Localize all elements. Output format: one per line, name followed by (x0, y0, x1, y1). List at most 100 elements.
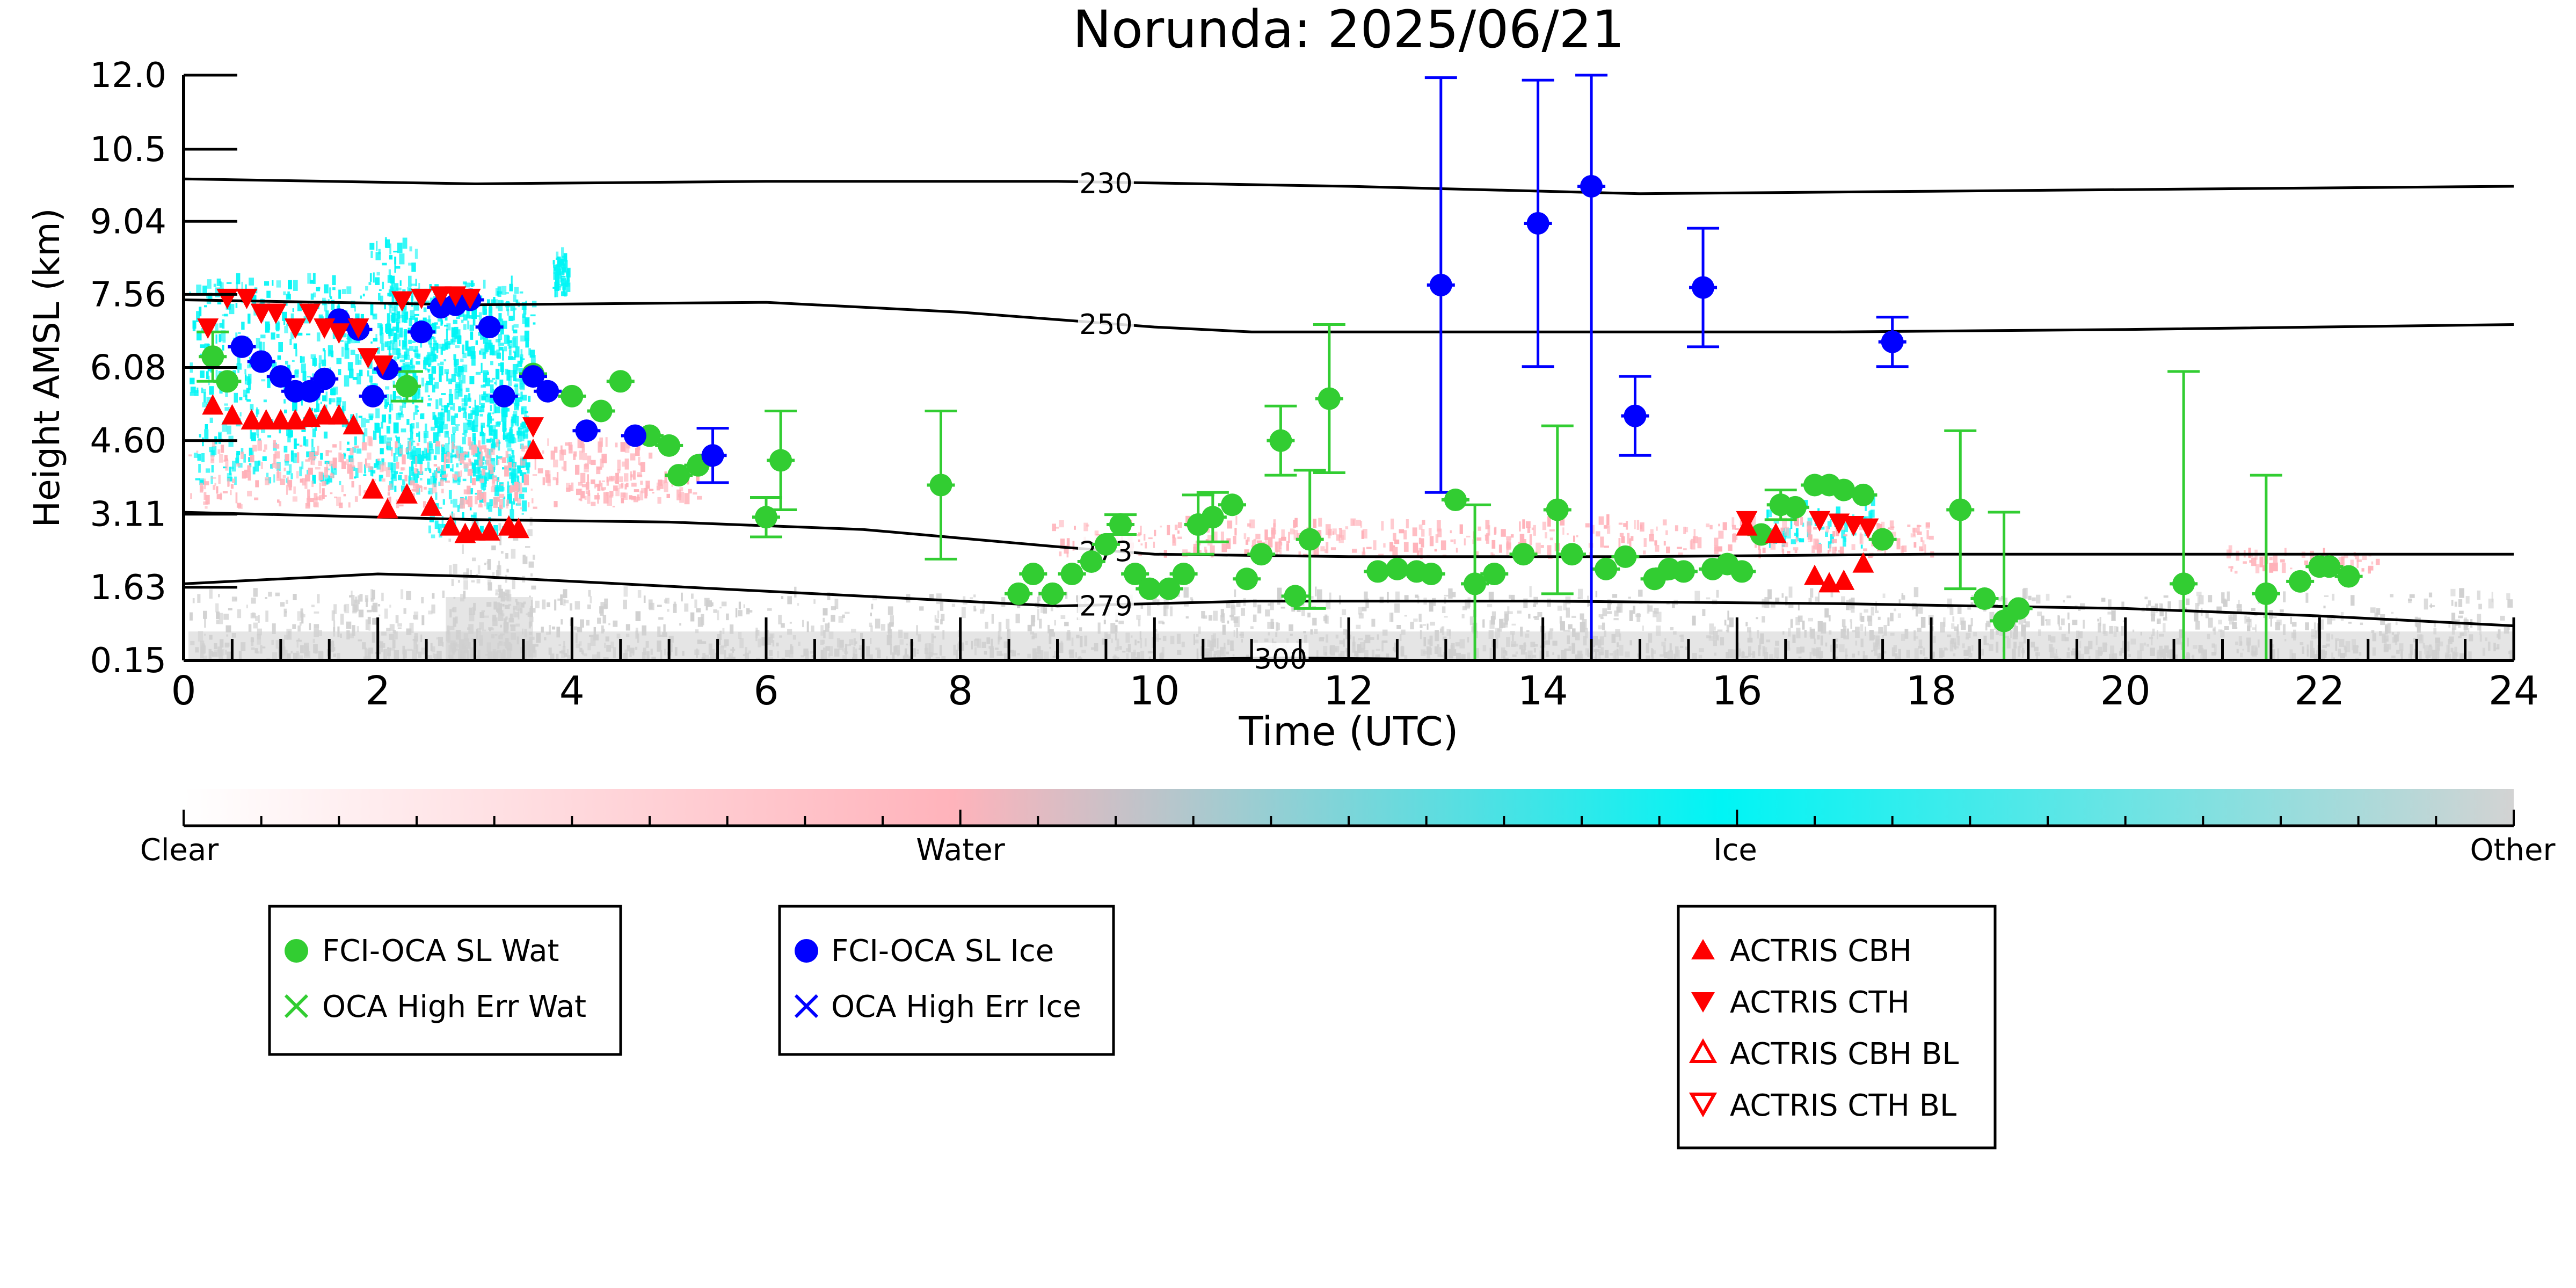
bg-speck (476, 579, 481, 584)
bg-speck (533, 555, 535, 560)
bg-speck (309, 301, 312, 306)
bg-speck (324, 350, 326, 360)
bg-speck (320, 402, 322, 404)
bg-speck (464, 430, 467, 437)
bg-speck (417, 442, 420, 446)
bg-speck (446, 329, 448, 340)
bg-speck (203, 501, 209, 505)
bg-speck (2458, 615, 2463, 618)
bg-speck (389, 624, 395, 631)
bg-speck (2304, 561, 2308, 565)
bg-speck (552, 477, 557, 481)
bg-speck (436, 343, 439, 353)
bg-speck (210, 477, 216, 479)
bg-speck (417, 410, 419, 412)
bg-speck (617, 469, 621, 474)
bg-speck (331, 610, 335, 621)
bg-speck (531, 585, 536, 590)
bg-speck (1690, 540, 1693, 549)
bg-speck (1421, 538, 1424, 548)
bg-speck (437, 363, 440, 366)
bg-speck (586, 620, 590, 626)
bg-speck (341, 461, 346, 469)
bg-speck (518, 436, 520, 439)
bg-speck (519, 291, 523, 294)
bg-speck (1795, 536, 1798, 543)
bg-speck (1235, 515, 1238, 525)
bg-speck (481, 482, 486, 490)
bg-speck (521, 421, 525, 427)
bg-speck (2259, 556, 2263, 567)
bg-speck (618, 484, 623, 489)
bg-speck (313, 292, 316, 297)
bg-speck (1838, 550, 1842, 552)
bg-speck (336, 497, 341, 506)
bg-speck (448, 379, 453, 384)
bg-speck (297, 611, 302, 621)
bg-speck (196, 311, 200, 322)
bg-speck (509, 343, 512, 348)
bg-speck (476, 475, 481, 482)
bg-speck (292, 496, 297, 502)
bg-speck (519, 493, 525, 499)
bg-speck (1896, 538, 1901, 550)
bg-speck (1506, 536, 1511, 540)
bg-speck (349, 595, 352, 598)
bg-speck (475, 372, 481, 375)
bg-speck (642, 625, 646, 636)
bg-speck (390, 404, 394, 411)
bg-speck (1280, 536, 1286, 541)
bg-speck (196, 285, 202, 296)
bg-speck (472, 433, 476, 441)
bg-speck (1613, 618, 1619, 621)
bg-speck (2451, 613, 2456, 621)
bg-speck (555, 264, 561, 274)
bg-speck (499, 291, 503, 294)
bg-speck (619, 476, 623, 482)
bg-speck (286, 294, 291, 300)
bg-speck (694, 599, 697, 608)
bg-speck (457, 335, 462, 344)
bg-speck (2263, 614, 2266, 618)
bg-speck (1717, 546, 1722, 552)
bg-speck (479, 474, 484, 482)
bg-speck (434, 382, 439, 389)
bg-speck (467, 419, 470, 422)
bg-speck (1066, 538, 1070, 547)
bg-speck (442, 344, 446, 351)
bg-speck (484, 500, 486, 507)
bg-speck (261, 379, 266, 382)
bg-speck (227, 481, 229, 487)
bg-speck (219, 454, 223, 463)
bg-speck (1253, 599, 1257, 608)
bg-speck (314, 408, 317, 413)
bg-speck (414, 346, 418, 352)
bg-speck (396, 396, 401, 399)
bg-speck (461, 403, 467, 410)
bg-speck (341, 422, 345, 427)
bg-speck (462, 433, 465, 435)
bg-speck (1549, 537, 1553, 541)
bg-speck (317, 594, 320, 603)
bg-speck (495, 380, 498, 385)
bg-speck (2228, 615, 2232, 621)
bg-speck (451, 579, 454, 586)
bg-speck (1589, 552, 1591, 558)
bg-speck (526, 416, 529, 418)
bg-speck (256, 407, 258, 418)
bg-speck (1501, 622, 1505, 628)
bg-speck (455, 445, 461, 455)
bg-speck (498, 334, 503, 340)
bg-speck (603, 604, 607, 609)
bg-speck (443, 462, 446, 471)
bg-speck (429, 469, 432, 473)
bg-speck (338, 289, 341, 299)
bg-speck (679, 492, 685, 503)
bg-speck (290, 313, 294, 321)
bg-speck (472, 419, 475, 423)
bg-speck (449, 565, 452, 576)
bg-speck (585, 482, 590, 490)
bg-speck (1724, 620, 1727, 625)
bg-speck (347, 335, 351, 340)
contour-label-279: 279 (1079, 591, 1132, 623)
